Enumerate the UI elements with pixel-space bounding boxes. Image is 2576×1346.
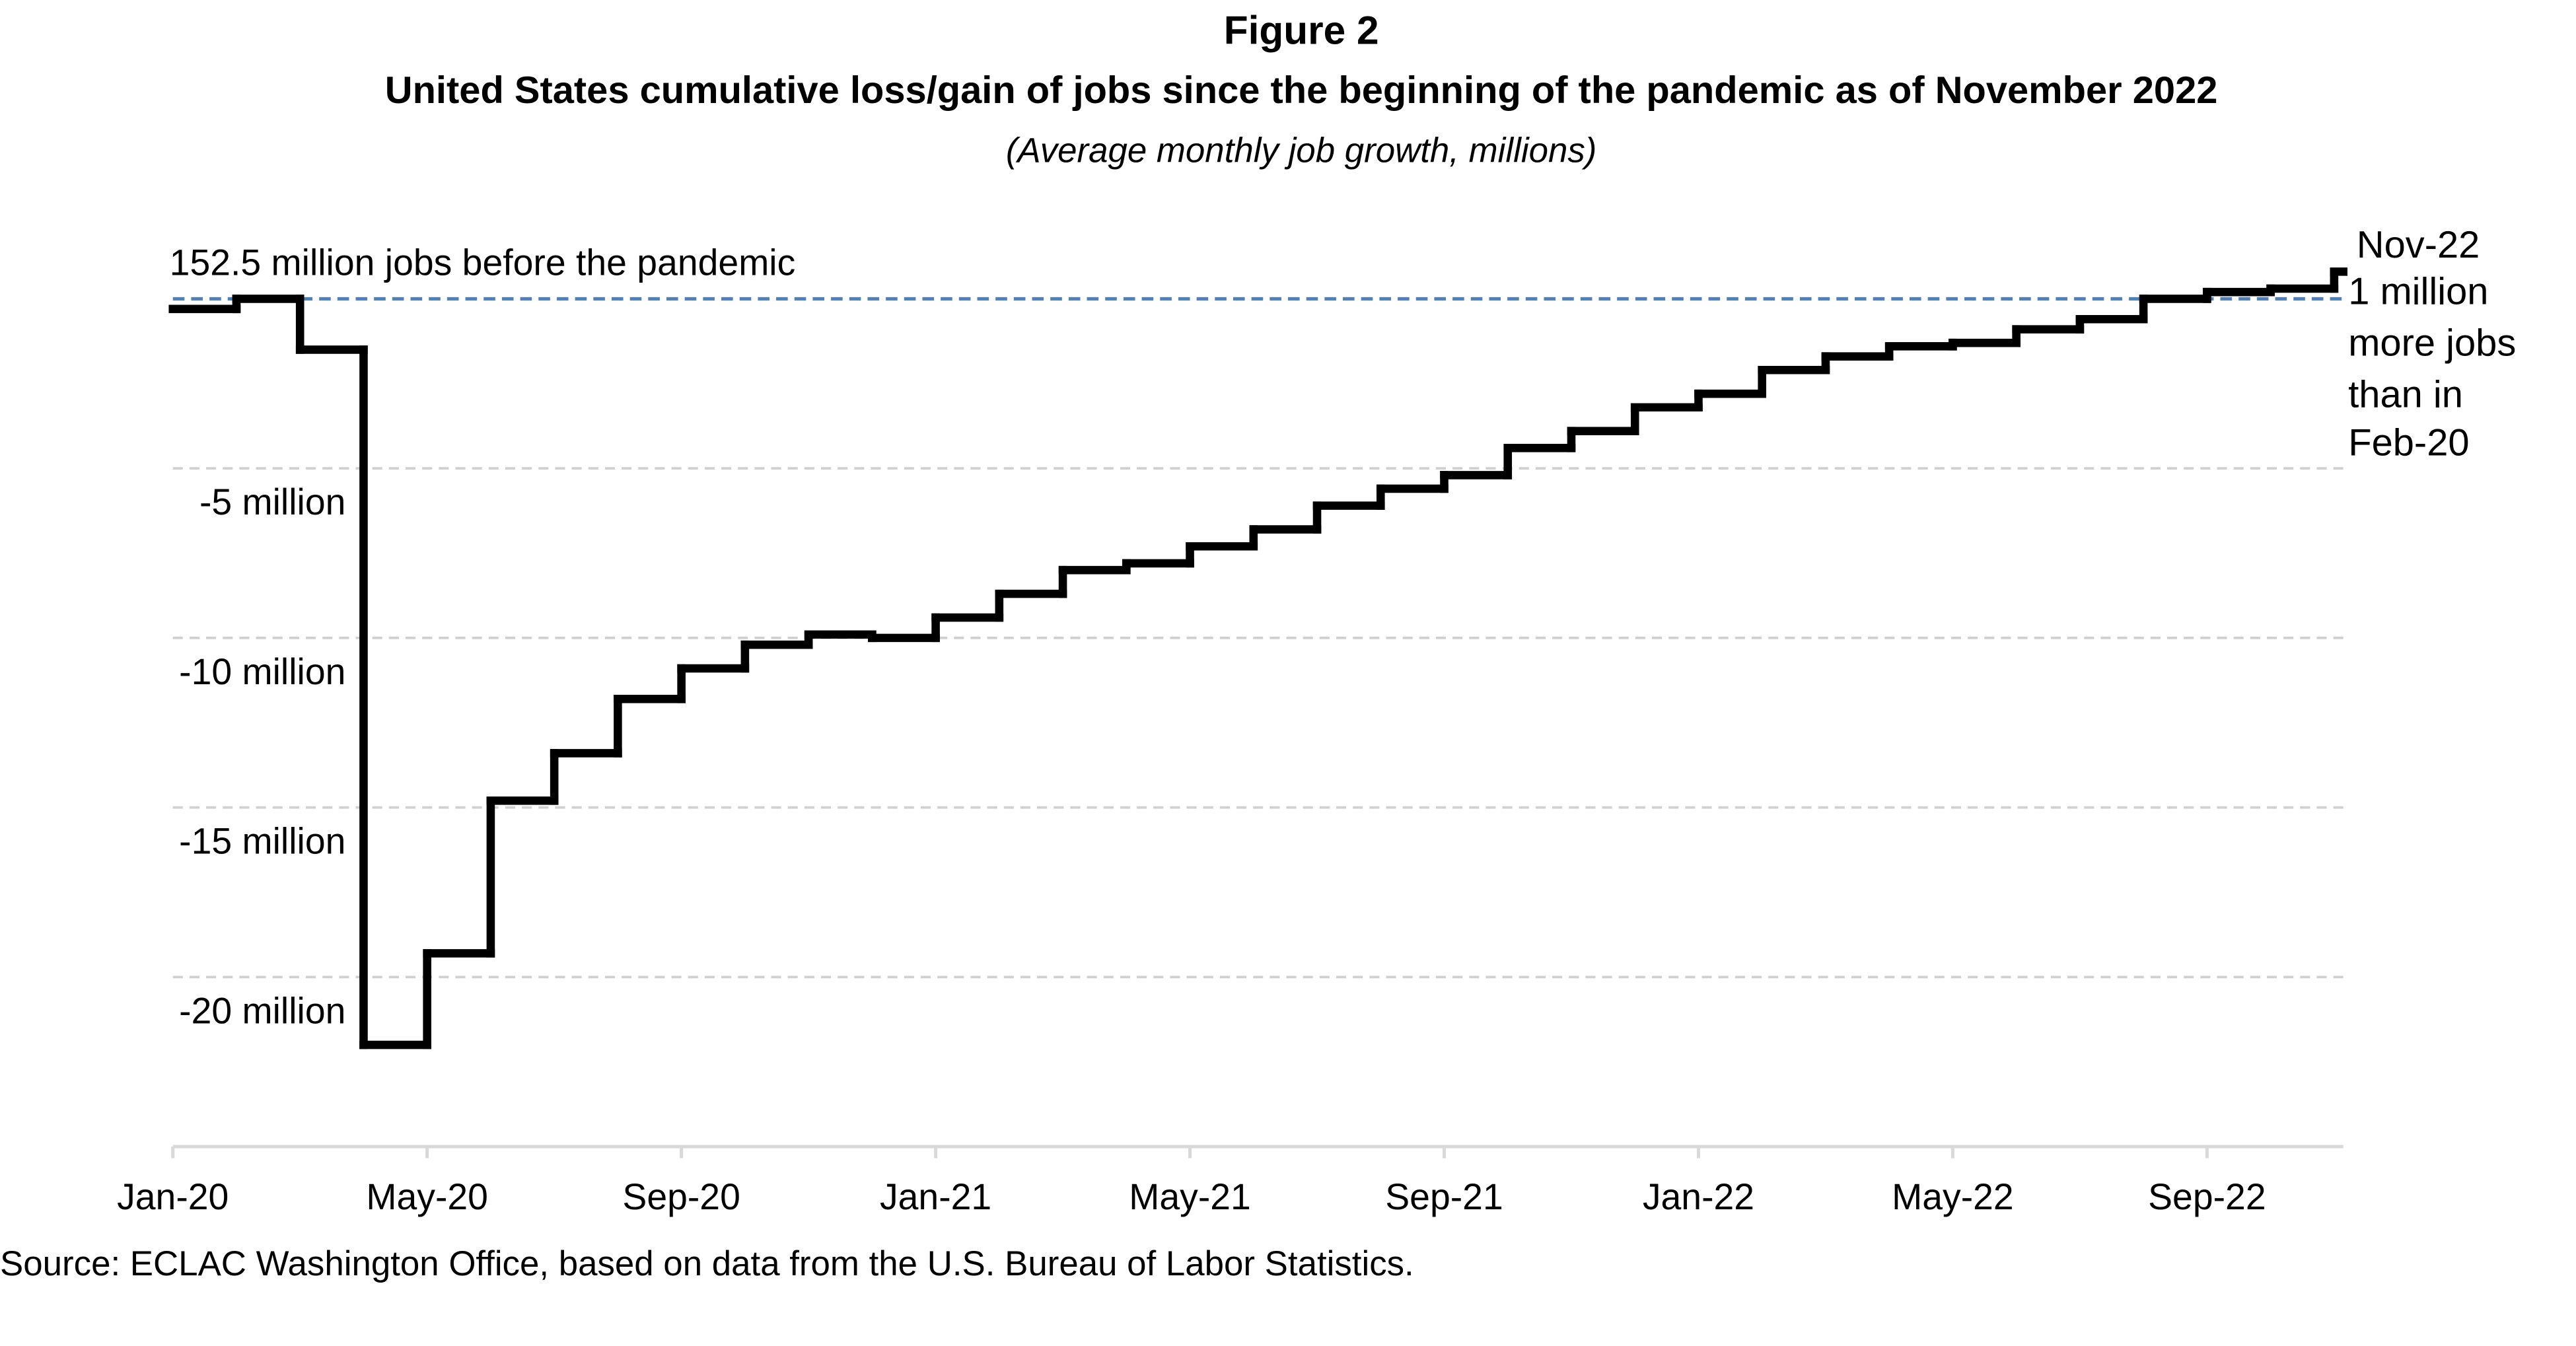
chart-title: United States cumulative loss/gain of jo… bbox=[385, 69, 2218, 112]
source-note: Source: ECLAC Washington Office, based o… bbox=[0, 1244, 1414, 1283]
chart-subtitle: (Average monthly job growth, millions) bbox=[1006, 131, 1597, 170]
y-tick-label: -15 million bbox=[179, 821, 345, 862]
y-tick-label: -10 million bbox=[179, 651, 345, 692]
x-tick-label: May-21 bbox=[1129, 1176, 1251, 1217]
x-tick-label: Jan-21 bbox=[880, 1176, 991, 1217]
x-tick-label: Sep-21 bbox=[1385, 1176, 1503, 1217]
y-tick-label: -5 million bbox=[199, 481, 345, 522]
annotation-text: than in bbox=[2348, 374, 2463, 416]
y-tick-label: -20 million bbox=[179, 990, 345, 1031]
annotation-text: more jobs bbox=[2348, 322, 2516, 365]
x-tick-label: Jan-20 bbox=[117, 1176, 229, 1217]
x-tick-label: May-20 bbox=[366, 1176, 488, 1217]
x-tick-label: Sep-20 bbox=[622, 1176, 740, 1217]
annotation-text: Feb-20 bbox=[2348, 422, 2469, 464]
x-tick-label: May-22 bbox=[1892, 1176, 2014, 1217]
figure-label: Figure 2 bbox=[1224, 7, 1379, 52]
annotation-text: 1 million bbox=[2348, 271, 2488, 313]
x-tick-label: Jan-22 bbox=[1643, 1176, 1754, 1217]
annotation-text: Nov-22 bbox=[2357, 224, 2480, 266]
reference-label: 152.5 million jobs before the pandemic bbox=[170, 242, 796, 283]
x-tick-label: Sep-22 bbox=[2148, 1176, 2266, 1217]
